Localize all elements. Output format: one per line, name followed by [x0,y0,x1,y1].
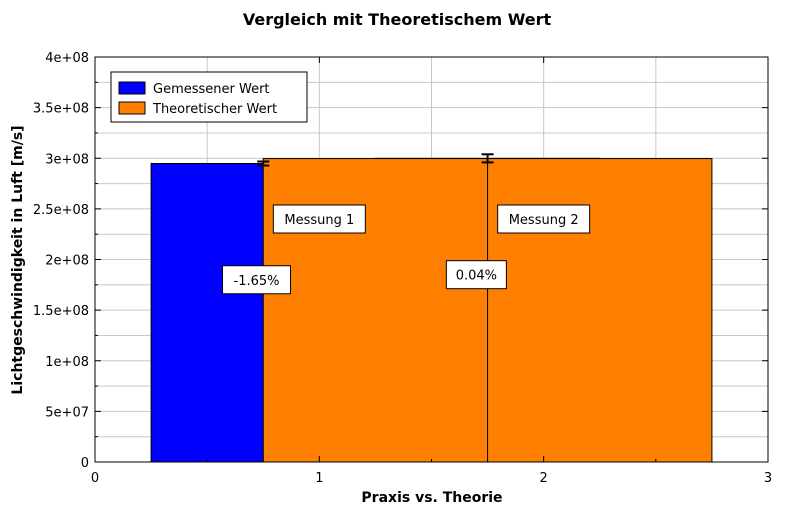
y-tick-label: 0 [81,456,89,471]
annotations: Messung 1 -1.65% Messung 2 0.04% [222,204,591,295]
legend-label-1: Gemessener Wert [153,82,270,97]
y-tick-label: 2e+08 [45,254,89,269]
annotation-box [445,260,507,290]
annotation-1: Messung 1 [272,204,366,234]
annotation-4: 0.04% [445,260,507,290]
annotation-box [497,204,591,234]
annotation-label: 0.04% [456,269,497,284]
bar-series2-2 [487,158,713,463]
chart-title: Vergleich mit Theoretischem Wert [243,10,552,29]
annotation-2: -1.65% [222,265,292,295]
legend-swatch-1 [118,81,146,95]
y-tick-label: 3e+08 [45,152,89,167]
bars [150,157,713,463]
x-axis-label: Praxis vs. Theorie [361,490,502,506]
y-tick-label: 2.5e+08 [33,203,89,218]
x-tick-label: 3 [764,471,772,486]
x-tick-label: 2 [540,471,548,486]
annotation-label: Messung 1 [284,213,354,228]
y-tick-label: 3.5e+08 [33,102,89,117]
y-tick-label: 5e+07 [45,405,89,420]
y-axis-ticks: 0 5e+07 1e+08 1.5e+08 2e+08 2.5e+08 3e+08 3.5e+… [33,51,768,471]
x-axis-ticks: 0 1 2 3 [91,57,772,486]
x-tick-label: 1 [315,471,323,486]
legend: Gemessener Wert Theoretischer Wert [110,71,308,123]
annotation-box [222,265,292,295]
legend-swatch-2 [118,101,146,115]
annotation-label: Messung 2 [509,213,579,228]
error-bar-2 [481,153,494,164]
x-tick-label: 0 [91,471,99,486]
y-tick-label: 1.5e+08 [33,304,89,319]
legend-label-2: Theoretischer Wert [152,102,277,117]
bar-series2-1 [262,158,489,463]
y-axis-label: Lichtgeschwindigkeit in Luft [m/s] [10,125,26,394]
error-bars [257,153,494,167]
y-tick-label: 1e+08 [45,355,89,370]
y-tick-label: 4e+08 [45,51,89,66]
annotation-3: Messung 2 [497,204,591,234]
error-bar-1 [257,160,270,167]
annotation-box [272,204,366,234]
annotation-label: -1.65% [234,274,280,289]
